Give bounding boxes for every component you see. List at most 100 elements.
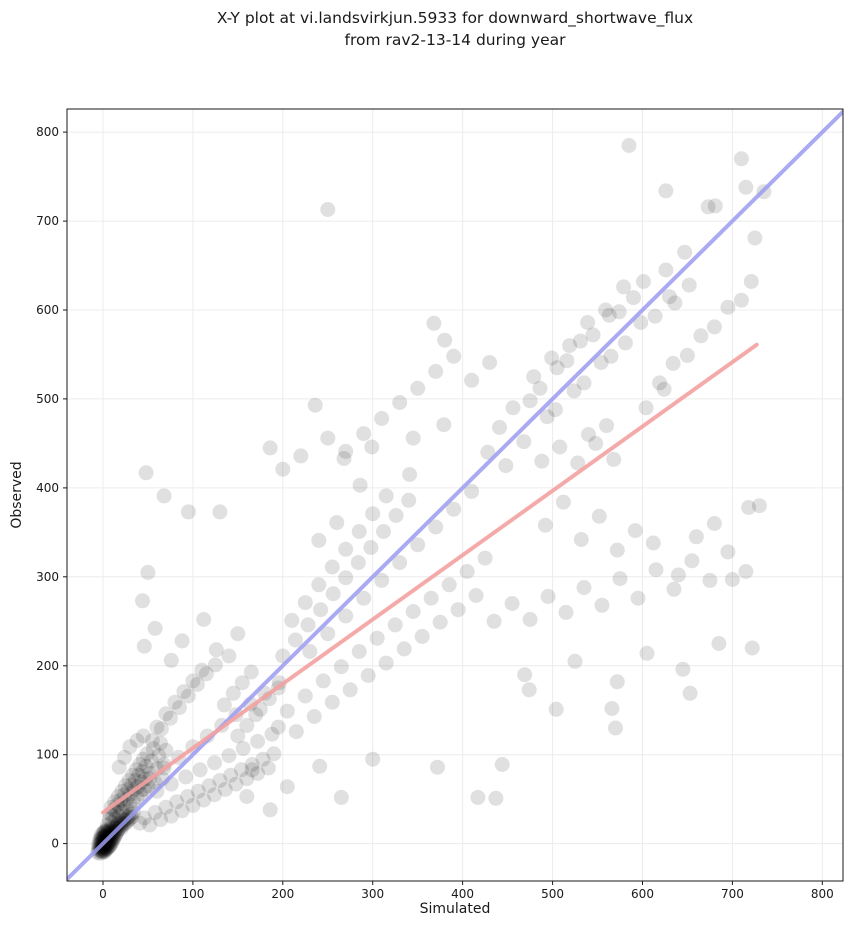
data-point — [609, 674, 625, 690]
data-point — [118, 799, 134, 815]
x-tick-label: 0 — [99, 887, 107, 901]
data-point — [517, 667, 533, 683]
data-point — [392, 555, 408, 571]
data-point — [132, 757, 148, 772]
data-point — [441, 577, 457, 593]
data-point — [480, 444, 496, 460]
y-tick-label: 600 — [36, 303, 59, 317]
data-point — [248, 707, 264, 723]
data-point — [464, 372, 480, 388]
data-point — [351, 524, 367, 539]
data-point — [105, 822, 121, 838]
y-tick-label: 100 — [36, 748, 59, 762]
data-point — [125, 767, 141, 783]
data-point — [388, 508, 404, 523]
data-point — [652, 375, 668, 391]
data-point — [180, 504, 196, 520]
data-point — [250, 765, 266, 781]
data-point — [329, 515, 345, 531]
x-tick-label: 300 — [361, 887, 384, 901]
data-point — [266, 746, 282, 762]
data-point — [743, 274, 759, 289]
data-point — [555, 494, 571, 510]
data-point — [534, 453, 550, 469]
data-point — [387, 617, 403, 633]
data-point — [505, 400, 521, 416]
data-point — [189, 676, 205, 692]
data-point — [207, 755, 222, 771]
data-point — [738, 179, 754, 195]
data-point — [338, 570, 354, 586]
data-point — [239, 717, 255, 733]
data-point — [129, 789, 145, 805]
data-point — [405, 604, 421, 619]
data-point — [144, 733, 160, 748]
data-point — [136, 638, 152, 654]
fit-lines — [67, 109, 843, 881]
data-point — [677, 244, 693, 260]
data-point — [109, 819, 124, 835]
data-point — [111, 759, 127, 775]
data-point — [91, 837, 106, 852]
y-tick-label: 400 — [36, 481, 59, 495]
data-point — [107, 829, 123, 844]
data-point — [315, 673, 331, 689]
data-point — [288, 724, 304, 740]
data-point — [97, 823, 113, 839]
data-point — [307, 397, 323, 413]
data-point — [572, 333, 588, 349]
data-point — [369, 630, 385, 646]
data-point — [522, 393, 538, 409]
data-point — [682, 685, 698, 701]
data-point — [297, 595, 313, 611]
data-point — [201, 778, 217, 794]
data-point — [733, 151, 749, 167]
data-point — [656, 381, 672, 397]
data-point — [559, 353, 575, 369]
data-point — [365, 751, 381, 767]
data-point — [598, 302, 614, 318]
data-point — [228, 776, 244, 792]
tick-labels: 0 100 200 300 400 500 600 700 800 0 100 200 300 400 50… — [36, 125, 834, 901]
data-point — [492, 419, 507, 435]
data-point — [603, 348, 619, 364]
data-point — [585, 327, 601, 343]
data-point — [271, 675, 287, 691]
data-point — [356, 426, 372, 442]
data-point — [171, 700, 187, 716]
data-point — [262, 440, 278, 456]
data-point — [153, 735, 168, 751]
data-point — [128, 762, 144, 778]
data-point — [488, 790, 504, 806]
data-point — [576, 580, 592, 595]
data-point — [252, 701, 268, 717]
data-point — [109, 817, 125, 833]
plot-frame — [66, 108, 844, 882]
data-point — [243, 664, 259, 680]
data-point — [235, 741, 251, 756]
data-point — [306, 709, 322, 724]
axis-ticks — [63, 131, 823, 885]
data-point — [378, 655, 394, 671]
data-point — [122, 797, 138, 812]
data-point — [284, 612, 300, 628]
data-point — [627, 523, 643, 539]
data-point — [158, 799, 174, 815]
data-point — [405, 430, 421, 446]
data-point — [552, 439, 568, 455]
y-axis-label: Observed — [9, 461, 25, 529]
x-tick-label: 400 — [451, 887, 474, 901]
data-point — [363, 540, 379, 555]
data-point — [138, 465, 154, 481]
data-point — [135, 764, 150, 780]
data-point — [521, 682, 537, 698]
data-point — [244, 757, 260, 772]
data-point — [567, 653, 583, 669]
data-point — [262, 802, 278, 818]
data-point — [338, 608, 354, 624]
data-point — [153, 812, 168, 828]
data-point — [396, 641, 412, 657]
data-point — [747, 230, 763, 246]
data-point — [302, 644, 318, 659]
data-point — [486, 613, 502, 629]
